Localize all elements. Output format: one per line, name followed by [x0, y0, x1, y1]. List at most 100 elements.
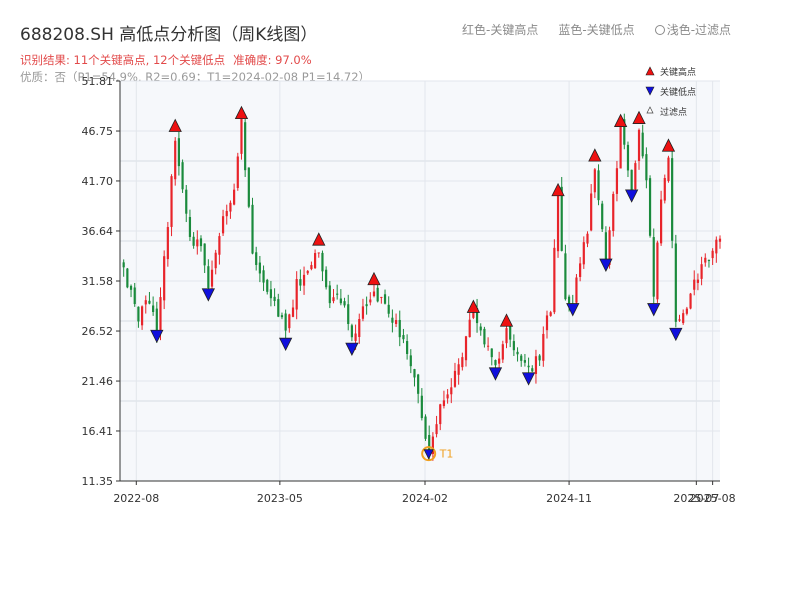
y-tick-label: 36.64 [82, 225, 114, 238]
candle-body [313, 253, 317, 269]
key-high-marker [632, 110, 646, 124]
candle-body [498, 358, 501, 364]
candle-body [306, 270, 309, 274]
key-high-marker [661, 138, 676, 152]
candle-body [174, 140, 177, 180]
candle-body [163, 256, 166, 301]
chart-title: 688208.SH 高低点分析图（周K线图） [20, 25, 318, 45]
key-high-marker [588, 148, 602, 162]
candle-body [593, 169, 596, 193]
candle-body [674, 243, 677, 322]
key-low-marker [669, 327, 683, 342]
candle-body [704, 257, 707, 263]
candle-body [464, 336, 468, 361]
candle-body [700, 264, 703, 279]
candle-body [590, 193, 593, 231]
candle-body [244, 122, 247, 171]
candle-body [269, 289, 273, 299]
light-circle-icon [654, 25, 665, 35]
candle-body [233, 189, 236, 205]
key-high-marker [234, 105, 249, 120]
key-low-marker [278, 337, 293, 352]
candle-body [682, 313, 685, 324]
y-tick-label: 26.52 [82, 325, 114, 338]
candle-body [637, 129, 641, 161]
candle-body [328, 285, 331, 304]
y-tick-label: 11.35 [82, 475, 114, 488]
candle-body [258, 262, 261, 274]
candle-body [137, 306, 140, 322]
candle-body [652, 237, 655, 297]
legend-blue-text: 蓝色-关键低点 [558, 23, 635, 37]
candle-body [450, 387, 453, 395]
candle-body [284, 313, 287, 331]
candle-body [280, 315, 284, 318]
key-low-marker [345, 342, 359, 357]
y-tick-label: 46.75 [82, 125, 114, 138]
legend-filtered-icon [646, 106, 654, 114]
candle-body [685, 308, 688, 314]
candle-body [582, 242, 585, 265]
legend-filtered-label: 过滤点 [660, 106, 687, 118]
candle-body [236, 156, 239, 188]
x-tick-label: 2024-02 [402, 492, 448, 505]
candle-body [336, 293, 339, 295]
candle-body [479, 326, 482, 331]
candle-body [214, 252, 217, 269]
candle-body [516, 351, 519, 355]
candle-body [387, 304, 390, 314]
candle-body [586, 233, 589, 244]
candle-body [347, 304, 350, 325]
candle-body [615, 168, 619, 194]
candle-body [126, 268, 129, 288]
key-low-marker [201, 288, 215, 302]
candle-body [152, 305, 155, 313]
candle-body [417, 374, 420, 394]
candle-body [424, 416, 427, 439]
candle-body [398, 319, 401, 338]
candle-body [715, 239, 718, 254]
key-low-marker [647, 303, 661, 317]
key-high-marker [168, 118, 182, 132]
candle-body [711, 250, 714, 259]
candle-body [501, 344, 504, 360]
candle-body [707, 260, 711, 262]
candle-body [446, 394, 449, 399]
candle-body [295, 279, 298, 310]
candle-body [170, 176, 173, 227]
y-tick-label: 21.46 [82, 375, 114, 388]
candle-body [553, 247, 556, 313]
candle-body [129, 285, 133, 290]
legend-high-label: 关键高点 [660, 66, 696, 78]
candle-body [358, 319, 361, 337]
candle-body [203, 243, 206, 266]
x-tick-label: 2024-11 [546, 492, 592, 505]
candle-body [251, 204, 254, 254]
candle-body [663, 178, 666, 201]
axes-layer: 11.35 16.41 21.46 26.52 31.58 36.64 41.70 46.75… [82, 75, 736, 505]
key-low-marker [521, 372, 536, 386]
candle-body [601, 203, 604, 230]
candle-body [291, 307, 295, 317]
candle-body [273, 296, 276, 301]
candle-body [626, 144, 630, 171]
candle-body [523, 360, 527, 363]
candle-body [556, 189, 560, 252]
candle-body [365, 304, 368, 307]
candle-body [383, 294, 387, 304]
candle-body [255, 252, 258, 265]
candle-body [192, 236, 195, 246]
y-tick-label: 41.70 [82, 175, 114, 188]
candle-body [207, 266, 210, 288]
legend-low-label: 关键低点 [660, 86, 696, 98]
candle-body [693, 279, 696, 290]
candle-body [718, 238, 722, 242]
candle-body [542, 333, 545, 361]
candle-body [413, 369, 416, 378]
legend-low-icon [645, 86, 655, 96]
candle-body [520, 355, 523, 361]
candle-body [188, 217, 192, 237]
candle-body [545, 315, 549, 331]
